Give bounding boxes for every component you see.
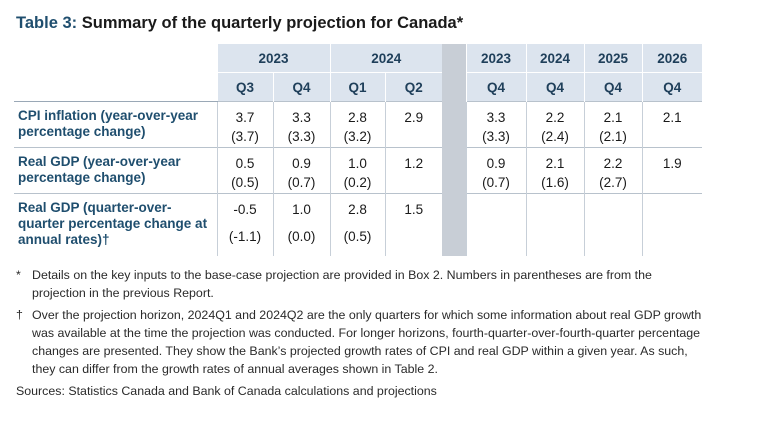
footnote-text: Over the projection horizon, 2024Q1 and … xyxy=(32,308,702,376)
footnote-marker: † xyxy=(16,308,23,322)
value: 1.5 xyxy=(404,202,424,217)
value-cell: 1.9 xyxy=(641,147,703,194)
quarter-header-row: Q3 Q4 Q1 Q2 Q4 Q4 Q4 Q4 xyxy=(14,72,703,102)
value-cell: 2.2 (2.4) xyxy=(525,101,585,148)
value-cell: 3.3 (3.3) xyxy=(272,101,331,148)
quarter-header: Q2 xyxy=(384,72,443,102)
value: 2.2 xyxy=(545,110,565,125)
quarter-header: Q4 xyxy=(465,72,527,102)
previous-value: (3.3) xyxy=(482,129,510,144)
previous-value: (3.3) xyxy=(287,129,316,144)
year-header-2023-quarterly: 2023 xyxy=(216,44,331,73)
previous-value: (-1.1) xyxy=(228,229,262,244)
value-cell: 1.0 (0.2) xyxy=(329,147,386,194)
year-header-2024-annual: 2024 xyxy=(525,44,585,73)
value: 1.0 xyxy=(348,156,367,171)
value: 0.5 xyxy=(235,156,255,171)
previous-value: (0.7) xyxy=(287,175,316,190)
previous-value: (1.6) xyxy=(541,175,569,190)
previous-value: (0.0) xyxy=(287,229,316,244)
quarter-header: Q3 xyxy=(216,72,273,102)
value-cell: 2.8 (3.2) xyxy=(329,101,386,148)
quarter-header: Q4 xyxy=(525,72,585,102)
quarter-header: Q1 xyxy=(329,72,386,102)
previous-value: (0.7) xyxy=(482,175,510,190)
value-cell: 0.9 (0.7) xyxy=(272,147,331,194)
quarter-header: Q4 xyxy=(583,72,643,102)
value-cell: 1.5 xyxy=(384,193,443,256)
value-cell xyxy=(465,193,527,256)
footnote-dagger: † Over the projection horizon, 2024Q1 an… xyxy=(16,306,706,378)
quarter-header: Q4 xyxy=(641,72,703,102)
value: 1.2 xyxy=(404,156,424,171)
value: 1.0 xyxy=(292,202,311,217)
value: 1.9 xyxy=(662,156,682,171)
value: 2.9 xyxy=(404,110,424,125)
value-cell: 2.2 (2.7) xyxy=(583,147,643,194)
value-cell: 2.9 xyxy=(384,101,443,148)
row-label-real-gdp-yoy: Real GDP (year-over-year percentage chan… xyxy=(14,147,217,194)
year-header-row: 2023 2024 2023 2024 2025 2026 xyxy=(14,44,703,256)
previous-value: (0.2) xyxy=(343,175,372,190)
previous-value: (3.2) xyxy=(343,129,372,144)
value-cell: 0.9 (0.7) xyxy=(465,147,527,194)
table-row: Real GDP (year-over-year percentage chan… xyxy=(14,147,703,194)
value-cell: 1.2 xyxy=(384,147,443,194)
previous-value: (3.7) xyxy=(231,129,259,144)
footnote-asterisk: * Details on the key inputs to the base-… xyxy=(16,266,706,302)
row-label-real-gdp-qoq: Real GDP (quarter-over-quarter percentag… xyxy=(14,193,217,256)
value: 3.7 xyxy=(235,110,255,125)
footnote-marker: * xyxy=(16,268,21,282)
value: 2.1 xyxy=(662,110,682,125)
value-cell: 2.1 (1.6) xyxy=(525,147,585,194)
value-cell: 1.0 (0.0) xyxy=(272,193,331,256)
column-gap xyxy=(442,44,467,256)
value: 3.3 xyxy=(486,110,506,125)
projection-table: 2023 2024 2023 2024 2025 2026 Q3 Q4 Q1 Q… xyxy=(14,44,703,256)
value-cell: 2.1 (2.1) xyxy=(583,101,643,148)
value-cell: 2.1 xyxy=(641,101,703,148)
year-header-2025-annual: 2025 xyxy=(583,44,643,73)
value: 2.2 xyxy=(603,156,623,171)
sources-line: Sources: Statistics Canada and Bank of C… xyxy=(16,384,437,398)
value: 2.1 xyxy=(603,110,623,125)
table-title: Table 3: Summary of the quarterly projec… xyxy=(16,14,463,33)
footnote-text: Details on the key inputs to the base-ca… xyxy=(32,268,652,300)
stub-header xyxy=(14,44,217,102)
previous-value: (2.4) xyxy=(541,129,569,144)
value: 3.3 xyxy=(292,110,311,125)
previous-value: (2.7) xyxy=(599,175,627,190)
year-header-2023-annual: 2023 xyxy=(465,44,527,73)
table-notes: * Details on the key inputs to the base-… xyxy=(16,266,706,400)
value-cell: 0.5 (0.5) xyxy=(216,147,273,194)
value: 0.9 xyxy=(486,156,506,171)
value-cell: 3.3 (3.3) xyxy=(465,101,527,148)
year-header-2024-quarterly: 2024 xyxy=(329,44,443,73)
value: -0.5 xyxy=(233,202,257,217)
table-title-text: Summary of the quarterly projection for … xyxy=(81,14,464,32)
previous-value: (2.1) xyxy=(599,129,627,144)
value-cell xyxy=(583,193,643,256)
year-header-2026-annual: 2026 xyxy=(641,44,703,73)
table-row: Real GDP (quarter-over-quarter percentag… xyxy=(14,193,703,256)
table-row: CPI inflation (year-over-year percentage… xyxy=(14,101,703,148)
previous-value: (0.5) xyxy=(231,175,259,190)
quarter-header: Q4 xyxy=(272,72,331,102)
value: 2.1 xyxy=(545,156,565,171)
row-label-cpi-inflation: CPI inflation (year-over-year percentage… xyxy=(14,101,217,148)
value-cell: -0.5 (-1.1) xyxy=(216,193,273,256)
value-cell xyxy=(525,193,585,256)
value: 2.8 xyxy=(348,202,367,217)
value-cell: 3.7 (3.7) xyxy=(216,101,273,148)
value-cell xyxy=(641,193,703,256)
previous-value: (0.5) xyxy=(343,229,372,244)
value: 0.9 xyxy=(292,156,311,171)
table-number: Table 3: xyxy=(16,14,78,32)
value: 2.8 xyxy=(348,110,367,125)
value-cell: 2.8 (0.5) xyxy=(329,193,386,256)
